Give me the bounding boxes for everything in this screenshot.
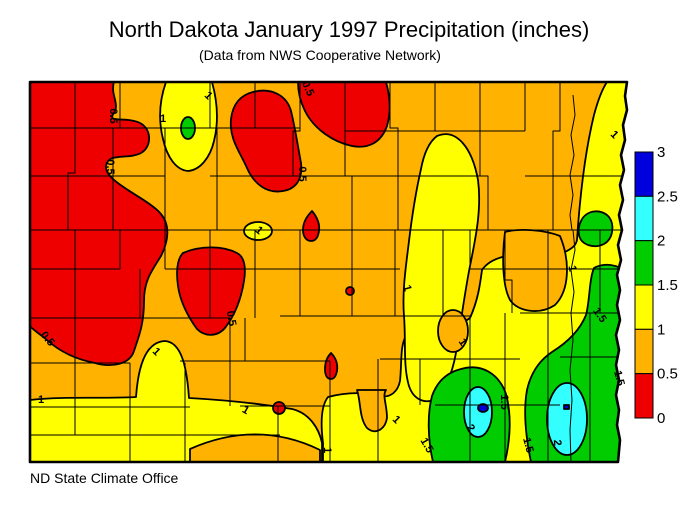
contour-label-0.5: 0.5 — [224, 310, 238, 327]
contour-label-1.5: 1.5 — [498, 394, 510, 409]
region-precip-2-25-core-east — [546, 382, 588, 456]
contour-label-2: 2 — [464, 422, 477, 434]
region-precip-1-15-central-column — [402, 133, 481, 403]
map-fill-layers — [30, 82, 627, 462]
region-precip-05-1-island — [437, 309, 469, 353]
legend-tick-label: 0 — [657, 410, 665, 427]
map: 0.50.50.50.50.50.51111111111111.521.51.5… — [28, 79, 629, 464]
region-precip-15-2-east-blob — [577, 210, 614, 248]
contour-label-0.5: 0.5 — [104, 159, 116, 174]
legend-band-2.5-3 — [634, 151, 654, 197]
legend-band-0-0.5 — [634, 373, 654, 419]
legend-tick-label: 2.5 — [657, 188, 678, 205]
legend-color-scale: 3 2.5 2 1.5 1 0.5 0 — [634, 144, 678, 427]
region-precip-lt05-spot-small-2 — [324, 352, 339, 380]
page-title: North Dakota January 1997 Precipitation … — [109, 17, 590, 42]
region-precip-25-3-spot-west — [477, 403, 489, 413]
contour-label-1: 1 — [160, 113, 166, 125]
contour-label-1: 1 — [38, 394, 44, 406]
contour-label-0.5: 0.5 — [107, 108, 119, 123]
region-precip-lt05-northwest — [30, 82, 169, 366]
region-precip-05-1-lobe-southeast — [502, 229, 568, 312]
contour-label-1.5: 1.5 — [520, 436, 536, 454]
contour-label-1: 1 — [456, 336, 469, 348]
legend-band-2-2.5 — [634, 195, 654, 242]
footer-credit: ND State Climate Office — [30, 470, 179, 486]
region-precip-lt05-spot-teardrop — [302, 210, 321, 242]
region-precip-lt05-spot-small-3 — [272, 401, 286, 415]
contour-label-1: 1 — [400, 284, 413, 293]
region-precip-25-3-spot-east — [563, 404, 570, 410]
legend-tick-label: 2 — [657, 233, 665, 250]
legend-band-0.5-1 — [634, 328, 654, 375]
contour-label-1: 1 — [240, 404, 251, 417]
region-precip-05-1-tongue-south — [356, 389, 388, 432]
region-precip-lt05-north-central — [229, 89, 303, 193]
region-precip-1-15-small-central — [243, 221, 273, 241]
legend-tick-label: 3 — [657, 144, 665, 161]
contour-label-2: 2 — [551, 439, 563, 446]
contour-label-0.5: 0.5 — [296, 166, 308, 181]
legend-tick-label: 1.5 — [657, 277, 678, 294]
legend-tick-label: 0.5 — [657, 366, 678, 383]
region-precip-2-25-core-west — [463, 386, 493, 438]
contour-label-1: 1 — [321, 447, 333, 453]
contour-label-1: 1 — [566, 264, 579, 272]
state-border — [28, 80, 629, 464]
contour-label-0.5: 0.5 — [299, 79, 316, 98]
legend-tick-label: 1 — [657, 321, 665, 338]
legend-band-1-1.5 — [634, 284, 654, 330]
legend-band-1.5-2 — [634, 240, 654, 286]
county-boundaries — [30, 82, 627, 462]
page-subtitle: (Data from NWS Cooperative Network) — [199, 47, 441, 63]
region-precip-lt05-spot-small-1 — [345, 286, 355, 296]
